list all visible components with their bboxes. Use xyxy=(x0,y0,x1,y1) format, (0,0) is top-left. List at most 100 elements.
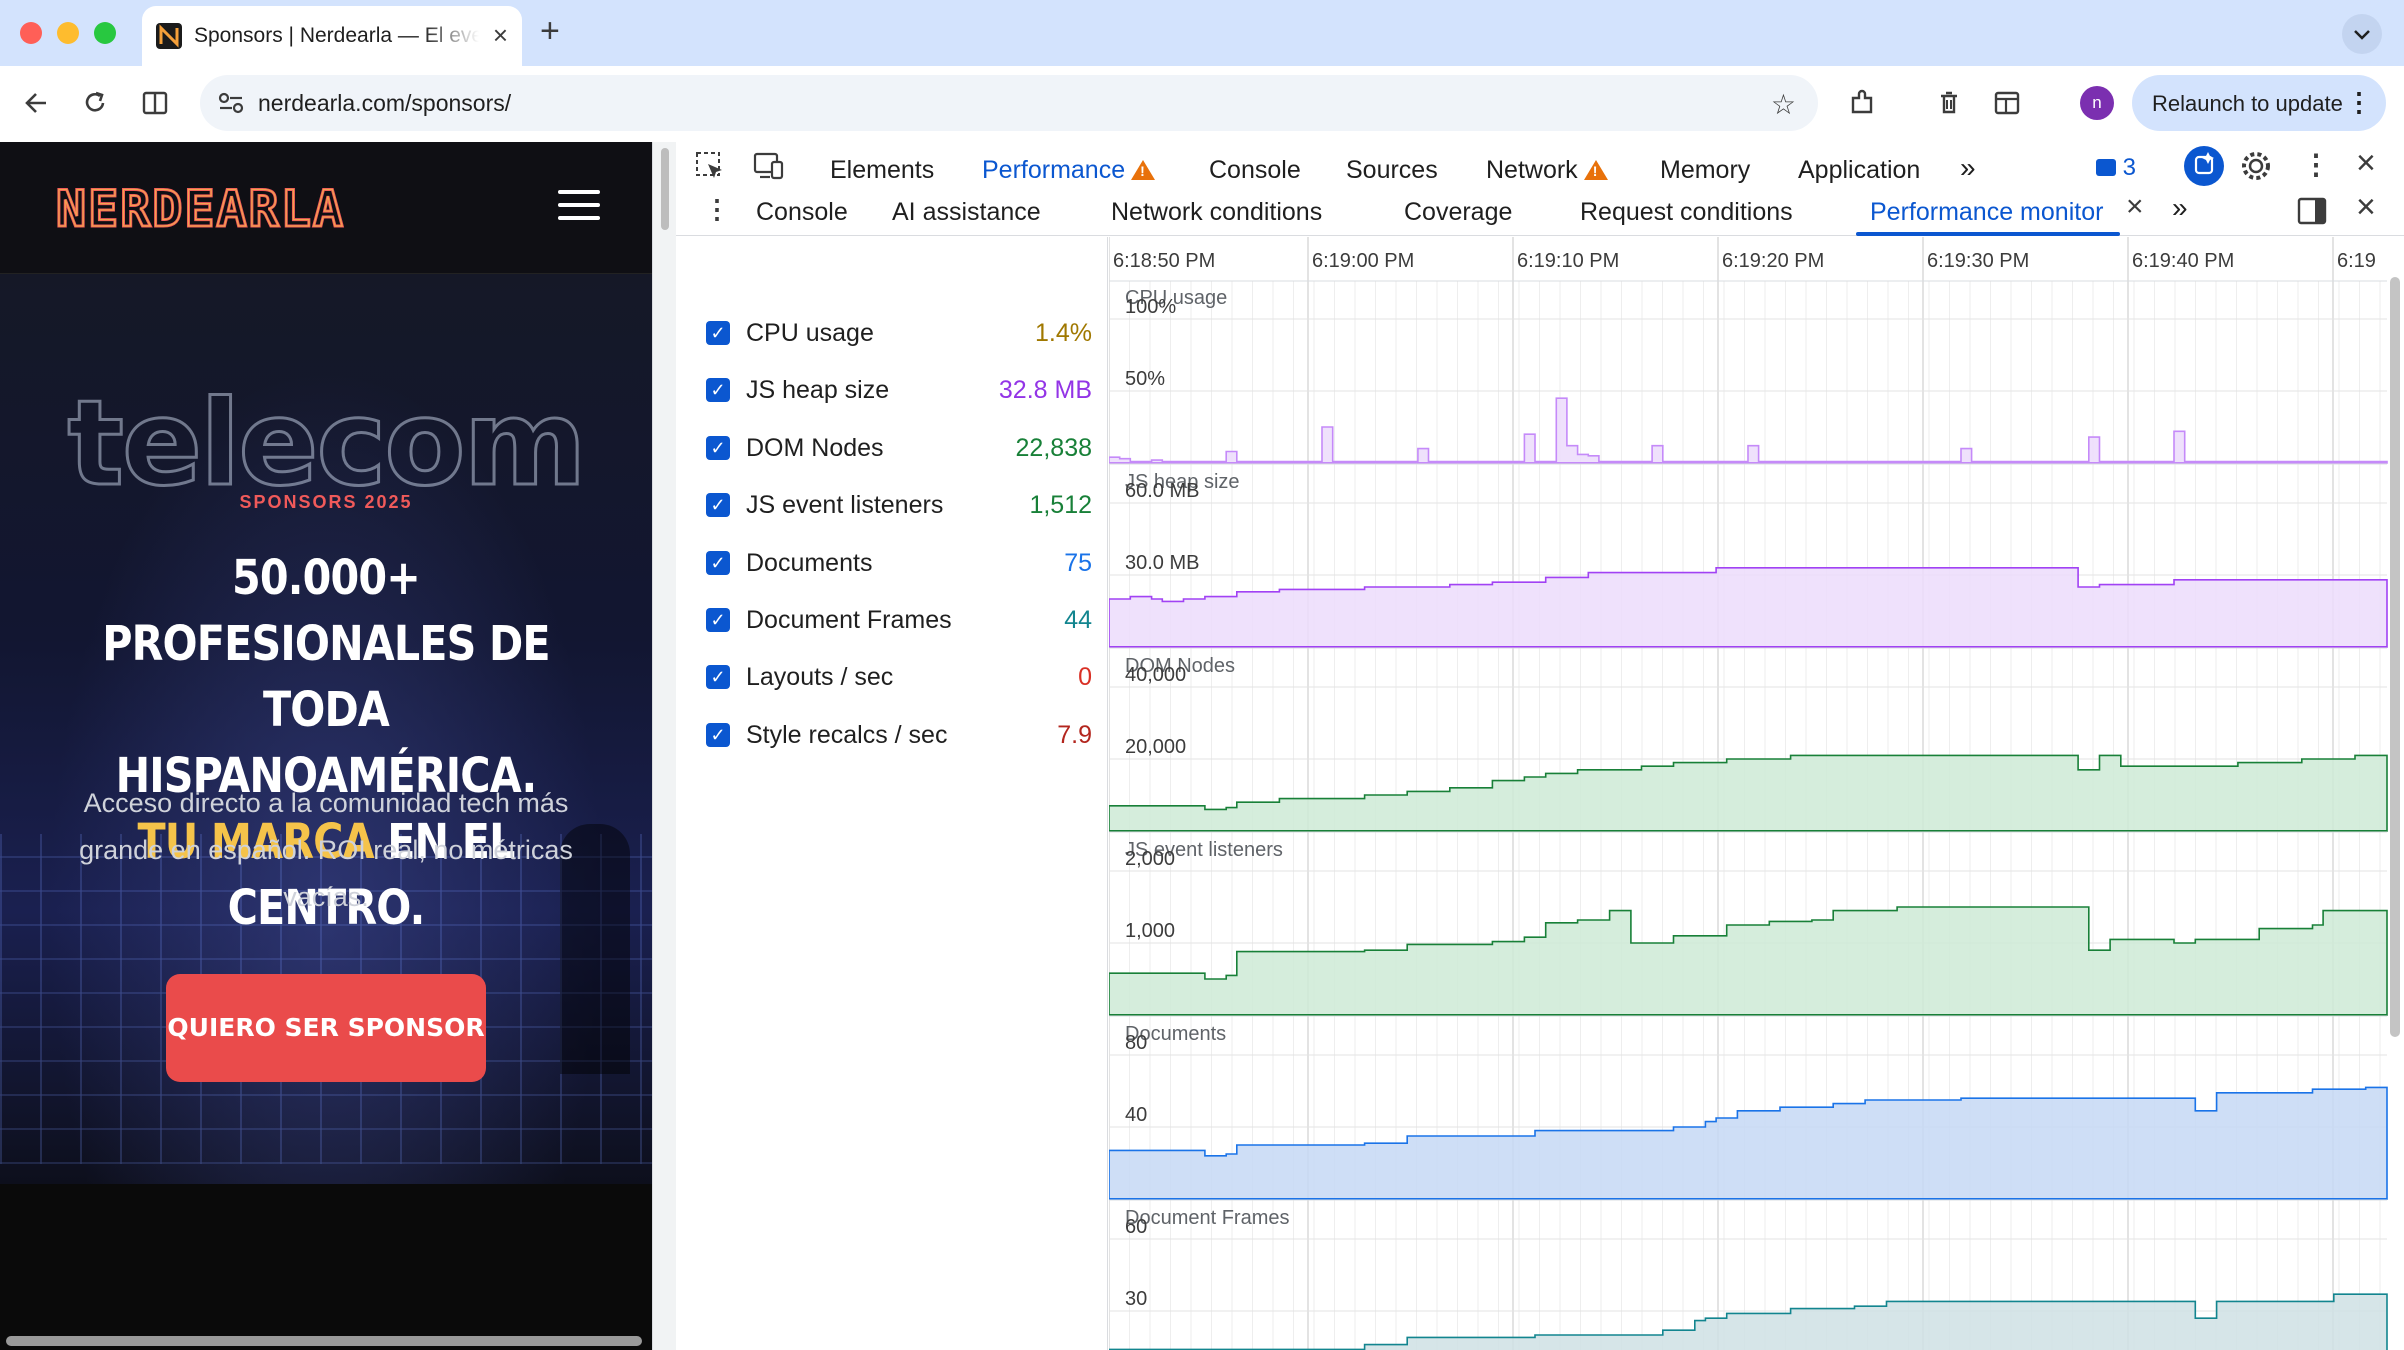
tab-application[interactable]: Application xyxy=(1798,156,1921,184)
close-devtools-icon[interactable]: × xyxy=(2356,144,2376,182)
drawer-tab-network-conditions[interactable]: Network conditions xyxy=(1111,198,1323,226)
panel-title: Documents xyxy=(1125,1023,1226,1045)
tab-performance[interactable]: Performance xyxy=(982,156,1156,185)
viewport-scrollbar[interactable] xyxy=(652,142,676,1350)
metric-value: 1.4% xyxy=(1035,319,1092,347)
metric-checkbox[interactable]: ✓ xyxy=(706,608,730,632)
tab-memory[interactable]: Memory xyxy=(1660,156,1751,184)
drawer-tab-console[interactable]: Console xyxy=(756,198,848,226)
metric-style-recalcs-per-sec[interactable]: ✓ Style recalcs / sec 7.9 xyxy=(706,715,1092,755)
hero-heading-part1: 50.000+ PROFESIONALES DE TODA HISPANOAMÉ… xyxy=(102,550,550,804)
ai-assistant-icon[interactable] xyxy=(2184,146,2224,186)
more-drawer-tabs-icon[interactable]: » xyxy=(2172,192,2188,223)
hero-section xyxy=(0,274,652,1184)
drawer-tab-request-conditions[interactable]: Request conditions xyxy=(1580,198,1793,226)
metric-documents[interactable]: ✓ Documents 75 xyxy=(706,543,1092,583)
delete-icon[interactable] xyxy=(1928,82,1970,124)
drawer-tab-performance-monitor[interactable]: Performance monitor xyxy=(1870,198,2104,226)
new-tab-icon[interactable]: + xyxy=(540,12,560,50)
minimize-window-button[interactable] xyxy=(57,22,79,44)
browser-toolbar: nerdearla.com/sponsors/ ☆ n Relaunch to … xyxy=(0,66,2404,140)
device-toolbar-icon[interactable] xyxy=(752,150,786,187)
inspect-element-icon[interactable] xyxy=(694,150,726,187)
telecom-sign: telecom xyxy=(66,373,588,514)
sponsor-cta-button[interactable]: QUIERO SER SPONSOR xyxy=(166,974,486,1082)
tick-label: 50% xyxy=(1125,368,1165,390)
zoom-window-button[interactable] xyxy=(94,22,116,44)
close-tab-icon[interactable]: × xyxy=(2126,190,2144,223)
address-bar[interactable]: nerdearla.com/sponsors/ ☆ xyxy=(200,75,1818,131)
tick-label: 40 xyxy=(1125,1104,1147,1126)
metric-checkbox[interactable]: ✓ xyxy=(706,321,730,345)
metric-checkbox[interactable]: ✓ xyxy=(706,665,730,689)
series-area xyxy=(1109,1086,2388,1200)
tab-close-icon[interactable]: × xyxy=(492,20,508,50)
hamburger-menu-icon[interactable] xyxy=(558,190,600,222)
svg-text:NERDEARLA: NERDEARLA xyxy=(56,180,345,238)
tab-performance-label: Performance xyxy=(982,156,1126,184)
tab-elements[interactable]: Elements xyxy=(830,156,935,184)
metric-cpu-usage[interactable]: ✓ CPU usage 1.4% xyxy=(706,313,1092,353)
page-horizontal-scrollbar[interactable] xyxy=(6,1336,642,1346)
reading-mode-icon[interactable] xyxy=(134,82,176,124)
relaunch-button[interactable]: Relaunch to update ⋮ xyxy=(2132,75,2386,131)
tab-search-button[interactable] xyxy=(2342,14,2382,54)
side-panel-icon[interactable] xyxy=(1986,82,2028,124)
panel-title: Document Frames xyxy=(1125,1207,1290,1229)
devtools-menu-icon[interactable]: ⋮ xyxy=(2302,149,2330,180)
metric-document-frames[interactable]: ✓ Document Frames 44 xyxy=(706,600,1092,640)
back-icon[interactable] xyxy=(16,82,58,124)
metric-label: Layouts / sec xyxy=(746,663,894,691)
metric-dom-nodes[interactable]: ✓ DOM Nodes 22,838 xyxy=(706,428,1092,468)
series-area xyxy=(1109,397,2388,464)
metric-checkbox[interactable]: ✓ xyxy=(706,436,730,460)
tick-label: 80 xyxy=(1125,1032,1147,1054)
metric-js-event-listeners[interactable]: ✓ JS event listeners 1,512 xyxy=(706,485,1092,525)
metric-checkbox[interactable]: ✓ xyxy=(706,378,730,402)
dock-side-icon[interactable] xyxy=(2296,196,2328,231)
drawer-menu-icon[interactable]: ⋮ xyxy=(704,194,730,224)
settings-gear-icon[interactable] xyxy=(2238,148,2274,189)
bookmark-star-icon[interactable]: ☆ xyxy=(1770,89,1796,120)
tab-console[interactable]: Console xyxy=(1209,156,1301,184)
time-label: 6:19:40 PM xyxy=(2132,250,2234,272)
more-tabs-icon[interactable]: » xyxy=(1960,152,1976,183)
tab-network[interactable]: Network xyxy=(1486,156,1608,185)
nerdearla-logo[interactable]: NERDEARLA NERDEARLA xyxy=(54,178,414,239)
metric-label: Documents xyxy=(746,549,873,577)
tab-title: Sponsors | Nerdearla — El evento xyxy=(194,24,479,47)
site-info-icon[interactable] xyxy=(218,91,244,120)
drawer-tab-coverage[interactable]: Coverage xyxy=(1404,198,1513,226)
close-drawer-icon[interactable]: × xyxy=(2356,188,2376,226)
relaunch-label: Relaunch to update xyxy=(2152,91,2343,116)
metric-js-heap-size[interactable]: ✓ JS heap size 32.8 MB xyxy=(706,370,1092,410)
tab-sources[interactable]: Sources xyxy=(1346,156,1438,184)
browser-tab[interactable]: Sponsors | Nerdearla — El evento × xyxy=(142,6,522,66)
series-area xyxy=(1109,567,2388,648)
issues-badge[interactable]: 3 xyxy=(2096,154,2136,182)
metric-checkbox[interactable]: ✓ xyxy=(706,551,730,575)
tick-label: 40,000 xyxy=(1125,664,1186,686)
sponsors-tag: SPONSORS 2025 xyxy=(239,492,413,512)
charts-scrollbar-thumb[interactable] xyxy=(2390,277,2400,1037)
hero-subtext: Acceso directo a la comunidad tech más g… xyxy=(79,788,573,912)
metric-checkbox[interactable]: ✓ xyxy=(706,493,730,517)
reload-icon[interactable] xyxy=(74,82,116,124)
hero-heading: 50.000+ PROFESIONALES DE TODA HISPANOAMÉ… xyxy=(80,545,572,941)
scrollbar-thumb[interactable] xyxy=(661,148,669,230)
series-area xyxy=(1109,906,2388,1016)
panel-title: DOM Nodes xyxy=(1125,655,1235,677)
profile-avatar[interactable]: n xyxy=(2080,86,2114,120)
hero-heading-highlight: TU MARCA xyxy=(137,814,374,870)
menu-dots-icon[interactable]: ⋮ xyxy=(2346,87,2372,117)
metric-layouts-per-sec[interactable]: ✓ Layouts / sec 0 xyxy=(706,657,1092,697)
time-label: 6:19:00 PM xyxy=(1312,250,1414,272)
metric-label: JS heap size xyxy=(746,376,890,404)
active-tab-indicator xyxy=(1856,232,2120,236)
close-window-button[interactable] xyxy=(20,22,42,44)
tick-label: 30.0 MB xyxy=(1125,552,1199,574)
metric-checkbox[interactable]: ✓ xyxy=(706,723,730,747)
extensions-icon[interactable] xyxy=(1842,82,1884,124)
drawer-tab-ai-assistance[interactable]: AI assistance xyxy=(892,198,1041,226)
metric-label: Document Frames xyxy=(746,606,952,634)
